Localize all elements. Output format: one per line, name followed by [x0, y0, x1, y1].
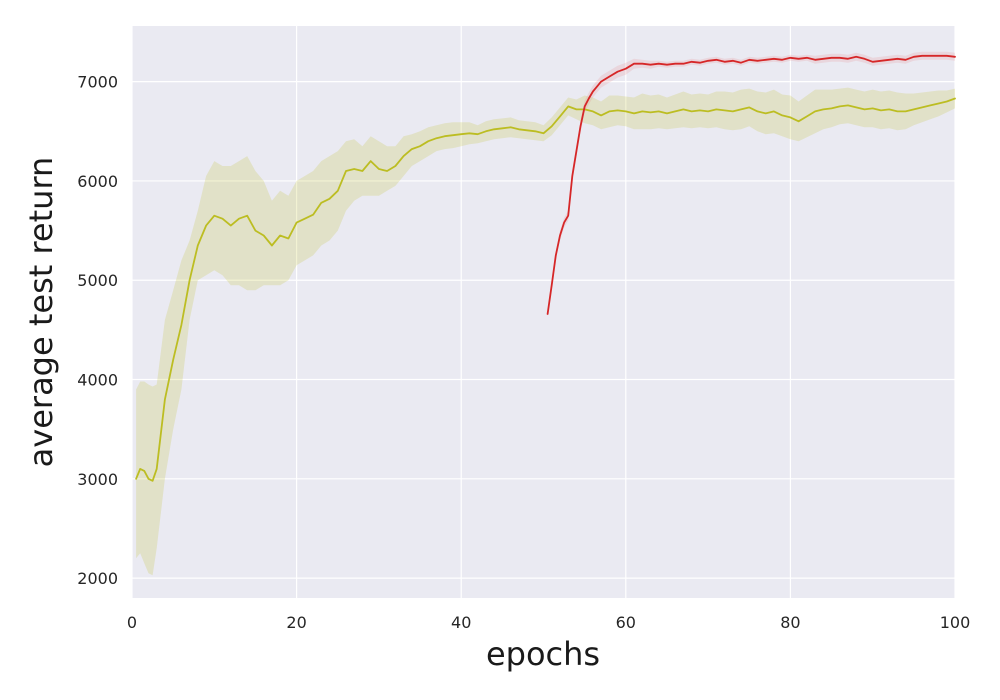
x-tick-labels: 0 20 40 60 80 100 [127, 613, 970, 632]
x-tick-label: 100 [940, 613, 971, 632]
x-tick-label: 20 [286, 613, 306, 632]
y-tick-labels: 2000 3000 4000 5000 6000 7000 [77, 73, 118, 589]
x-tick-label: 40 [451, 613, 471, 632]
y-tick-label: 2000 [77, 569, 118, 588]
y-tick-label: 5000 [77, 271, 118, 290]
y-tick-label: 3000 [77, 470, 118, 489]
confidence-bands [136, 51, 956, 576]
x-tick-label: 80 [780, 613, 800, 632]
series-2-line [546, 54, 956, 315]
series-lines [135, 54, 956, 482]
y-axis-label: average test return [22, 157, 60, 468]
x-axis-label: epochs [486, 635, 600, 673]
y-tick-label: 6000 [77, 172, 118, 191]
series-1-line [135, 97, 956, 482]
x-tick-label: 60 [616, 613, 636, 632]
x-tick-label: 0 [127, 613, 137, 632]
grid-lines [131, 26, 956, 598]
series-1-band [136, 87, 956, 576]
y-tick-label: 7000 [77, 73, 118, 92]
y-tick-label: 4000 [77, 371, 118, 390]
plot-background [132, 26, 955, 598]
